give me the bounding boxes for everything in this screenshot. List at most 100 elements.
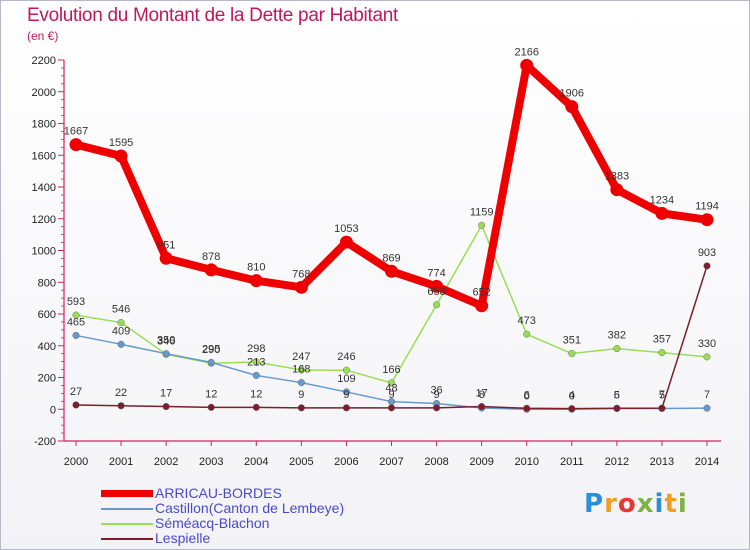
data-label: 27 — [70, 386, 82, 398]
data-label: 1667 — [64, 126, 88, 138]
legend-label: Lespielle — [155, 530, 211, 546]
data-point — [342, 366, 350, 374]
x-tick-label: 2009 — [469, 456, 493, 468]
data-label: 593 — [67, 296, 85, 308]
data-label: 290 — [202, 344, 220, 356]
x-tick-label: 2007 — [379, 456, 403, 468]
data-label: 768 — [292, 268, 310, 280]
data-label: 1595 — [109, 137, 133, 149]
data-label: 1383 — [605, 171, 629, 183]
data-point — [207, 403, 215, 411]
data-point — [162, 403, 170, 411]
data-label: 652 — [472, 287, 490, 299]
x-tick-label: 2000 — [64, 456, 88, 468]
data-label: 546 — [112, 304, 130, 316]
data-point — [117, 402, 125, 410]
data-label: 1906 — [560, 88, 584, 100]
data-point — [72, 311, 80, 319]
data-label: 246 — [337, 351, 355, 363]
data-label: 8 — [479, 389, 485, 401]
legend-item: Séméacq-Blachon — [101, 516, 344, 531]
x-tick-label: 2002 — [154, 456, 178, 468]
data-point — [388, 379, 396, 387]
legend-label: Castillon(Canton de Lembeye) — [155, 500, 345, 516]
data-label: 357 — [653, 334, 671, 346]
data-point — [703, 262, 711, 270]
y-tick-label: 1400 — [32, 182, 56, 194]
data-point — [162, 350, 170, 358]
data-point — [475, 299, 489, 313]
y-tick-label: 800 — [38, 277, 56, 289]
data-label: 0 — [524, 390, 530, 402]
data-label: 6 — [614, 389, 620, 401]
data-point — [72, 331, 80, 339]
logo-letter: t — [664, 489, 678, 519]
data-label: 1234 — [650, 194, 674, 206]
legend-swatch — [101, 490, 153, 497]
y-tick-label: 1000 — [32, 246, 56, 258]
data-point — [339, 235, 353, 249]
legend-item: Castillon(Canton de Lembeye) — [101, 501, 344, 516]
logo-letter: i — [654, 489, 665, 519]
chart-legend: ARRICAU-BORDES Castillon(Canton de Lembey… — [101, 486, 344, 546]
data-point — [523, 330, 531, 338]
legend-swatch — [101, 537, 153, 540]
logo-letter: i — [677, 489, 688, 519]
x-tick-label: 2004 — [244, 456, 268, 468]
data-label: 774 — [427, 267, 445, 279]
data-point — [568, 350, 576, 358]
data-label: 5 — [614, 389, 620, 401]
data-point — [207, 358, 215, 366]
x-tick-label: 2005 — [289, 456, 313, 468]
x-tick-label: 2014 — [695, 456, 719, 468]
data-label: 810 — [247, 262, 265, 274]
data-label: 109 — [337, 373, 355, 385]
data-label: 247 — [292, 351, 310, 363]
data-point — [117, 319, 125, 327]
data-point — [433, 301, 441, 309]
data-label: 166 — [382, 364, 400, 376]
data-point — [252, 371, 260, 379]
data-point — [478, 221, 486, 229]
data-label: 9 — [298, 389, 304, 401]
y-tick-label: 1600 — [32, 150, 56, 162]
data-label: 382 — [608, 330, 626, 342]
data-label: 951 — [157, 239, 175, 251]
data-label: 22 — [115, 387, 127, 399]
data-point — [613, 345, 621, 353]
data-point — [114, 149, 128, 163]
data-label: 168 — [292, 364, 310, 376]
logo-letter: P — [584, 489, 605, 519]
data-label: 7 — [659, 389, 665, 401]
data-point — [613, 404, 621, 412]
data-label: 1194 — [695, 201, 719, 213]
legend-swatch — [101, 507, 153, 510]
x-tick-label: 2008 — [424, 456, 448, 468]
y-tick-label: 1800 — [32, 119, 56, 131]
data-label: 869 — [382, 252, 400, 264]
y-tick-label: 200 — [38, 373, 56, 385]
logo-letter: r — [604, 489, 618, 519]
data-point — [655, 206, 669, 220]
y-tick-label: 2200 — [32, 55, 56, 67]
data-point — [342, 404, 350, 412]
data-label: 12 — [205, 388, 217, 400]
data-point — [159, 251, 173, 265]
data-label: 213 — [247, 356, 265, 368]
data-point — [69, 138, 83, 152]
data-point — [478, 403, 486, 411]
data-label: 9 — [388, 389, 394, 401]
data-label: 298 — [247, 343, 265, 355]
data-point — [297, 379, 305, 387]
data-point — [523, 404, 531, 412]
data-label: 0 — [569, 390, 575, 402]
legend-swatch — [101, 522, 153, 525]
x-tick-label: 2011 — [560, 456, 584, 468]
data-label: 9 — [343, 389, 349, 401]
x-tick-label: 2012 — [605, 456, 629, 468]
data-label: 48 — [385, 383, 397, 395]
data-label: 409 — [112, 325, 130, 337]
data-label: 351 — [563, 335, 581, 347]
data-point — [204, 263, 218, 277]
